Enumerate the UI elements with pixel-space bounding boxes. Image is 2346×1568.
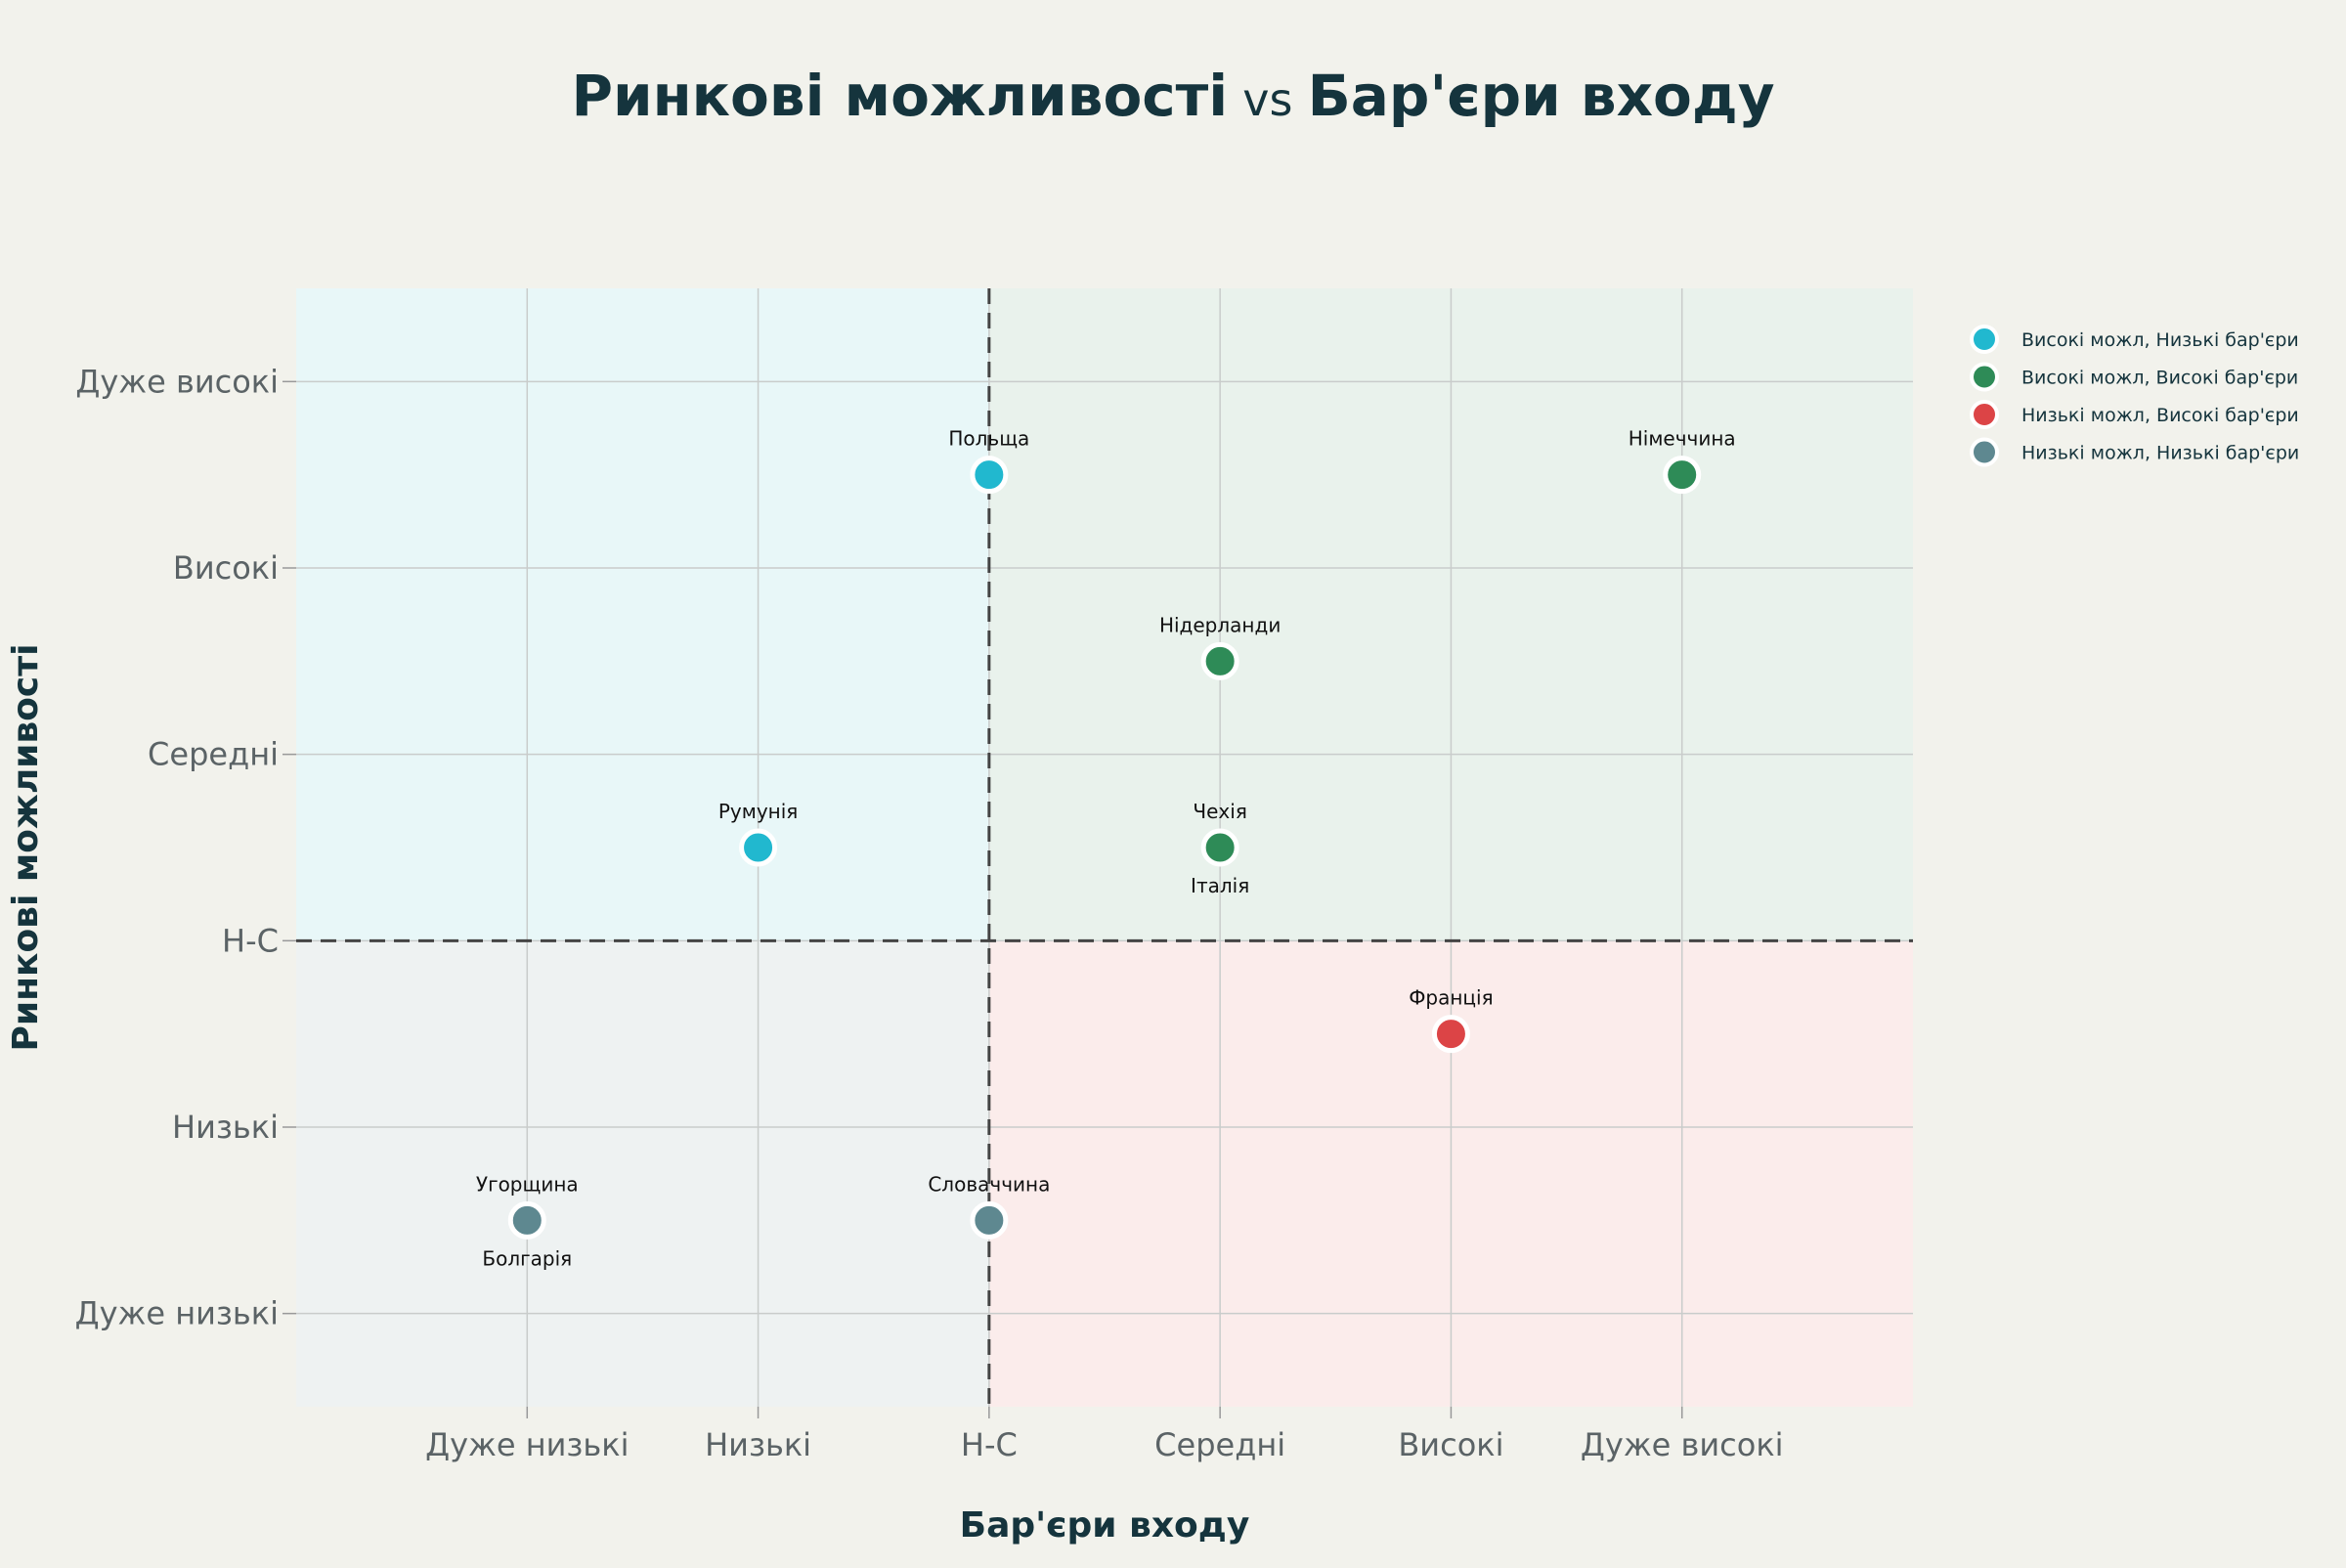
point-label: Польща — [948, 427, 1029, 451]
quadrant-top-left — [296, 288, 989, 941]
y-tick-label: Низькі — [172, 1109, 279, 1146]
x-tick-label: Низькі — [705, 1426, 811, 1463]
data-point — [1200, 828, 1239, 867]
legend-marker — [1970, 325, 1999, 354]
title-part-2: vs — [1242, 73, 1292, 126]
y-tick-label: Середні — [148, 736, 279, 773]
y-tick-label: Дуже високі — [75, 363, 279, 400]
legend-marker — [1970, 437, 1999, 467]
data-point — [1663, 456, 1702, 495]
x-tick-label: Дуже високі — [1581, 1426, 1784, 1463]
point-label: Угорщина — [476, 1172, 579, 1196]
y-axis-title: Ринкові можливості — [6, 644, 46, 1052]
x-tick-label: Дуже низькі — [425, 1426, 629, 1463]
legend-marker — [1970, 362, 1999, 392]
y-tick-label: Високі — [173, 549, 279, 587]
point-label: Чехія — [1193, 800, 1246, 823]
point-label: Нідерланди — [1159, 613, 1281, 636]
data-points: Польща Румунія Німеччина Нідерланди Чехія Іта… — [476, 427, 1736, 1271]
legend-marker — [1970, 400, 1999, 429]
title-part-1: Ринкові можливості — [571, 63, 1228, 129]
legend: Високі можл, Низькі бар'єри Високі можл, … — [1970, 325, 2299, 467]
x-tick-label: Н-С — [961, 1426, 1018, 1463]
data-point — [1431, 1015, 1470, 1054]
point-label: Італія — [1191, 874, 1249, 897]
chart-title: Ринкові можливості vs Бар'єри входу — [571, 63, 1774, 129]
y-tick-label: Н-С — [222, 922, 279, 959]
data-point — [970, 456, 1009, 495]
x-tick-label: Високі — [1398, 1426, 1503, 1463]
x-axis-title: Бар'єри входу — [960, 1505, 1250, 1546]
title-part-3: Бар'єри входу — [1308, 63, 1775, 129]
legend-label: Низькі можл, Високі бар'єри — [2021, 405, 2299, 426]
legend-label: Низькі можл, Низькі бар'єри — [2021, 443, 2299, 464]
data-point — [970, 1200, 1009, 1240]
legend-label: Високі можл, Низькі бар'єри — [2021, 329, 2299, 351]
x-tick-label: Середні — [1154, 1426, 1285, 1463]
y-tick-labels: Дуже низькі Низькі Н-С Середні Високі Дуже ви… — [75, 363, 279, 1331]
data-point — [739, 828, 778, 867]
point-label: Словаччина — [928, 1172, 1050, 1196]
legend-label: Високі можл, Високі бар'єри — [2021, 368, 2298, 389]
point-label: Болгарія — [482, 1246, 572, 1270]
point-label: Німеччина — [1629, 427, 1736, 451]
point-label: Франція — [1409, 986, 1493, 1010]
y-tick-label: Дуже низькі — [75, 1295, 279, 1332]
quadrant-backgrounds — [296, 288, 1913, 1407]
data-point — [507, 1200, 546, 1240]
x-tick-labels: Дуже низькі Низькі Н-С Середні Високі Дуже ви… — [425, 1426, 1783, 1463]
point-label: Румунія — [718, 800, 798, 823]
data-point — [1200, 641, 1239, 680]
quadrant-bottom-left — [296, 940, 989, 1407]
